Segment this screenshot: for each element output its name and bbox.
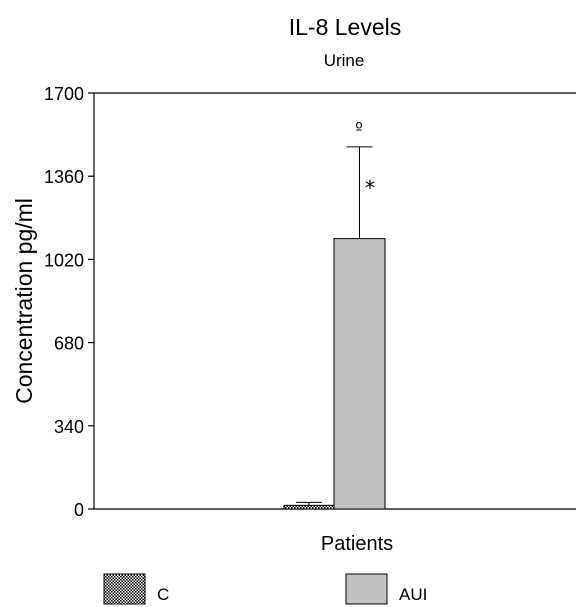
legend-label-c: C (157, 585, 169, 604)
y-tick-label: 1360 (44, 167, 84, 187)
legend-swatch-aui (345, 573, 388, 605)
chart-subtitle: Urine (324, 51, 365, 70)
y-axis-label: Concentration pg/ml (11, 198, 37, 404)
y-tick-label: 680 (54, 334, 84, 354)
significance-mark-asterisk: * (365, 176, 375, 200)
y-tick-label: 1700 (44, 84, 84, 104)
bar-c (283, 504, 335, 510)
legend-label-aui: AUI (399, 585, 427, 604)
y-tick-label: 0 (74, 500, 84, 520)
legend: C AUI (103, 573, 427, 605)
chart-title: IL-8 Levels (289, 14, 402, 40)
y-tick-label: 1020 (44, 250, 84, 270)
y-tick-label: 340 (54, 417, 84, 437)
y-ticks: 0 340 680 1020 1360 1700 (44, 84, 94, 520)
significance-mark-degree: º (355, 119, 363, 138)
legend-swatch-c (103, 573, 146, 605)
bar-aui (333, 238, 386, 510)
x-axis-label: Patients (321, 533, 393, 555)
